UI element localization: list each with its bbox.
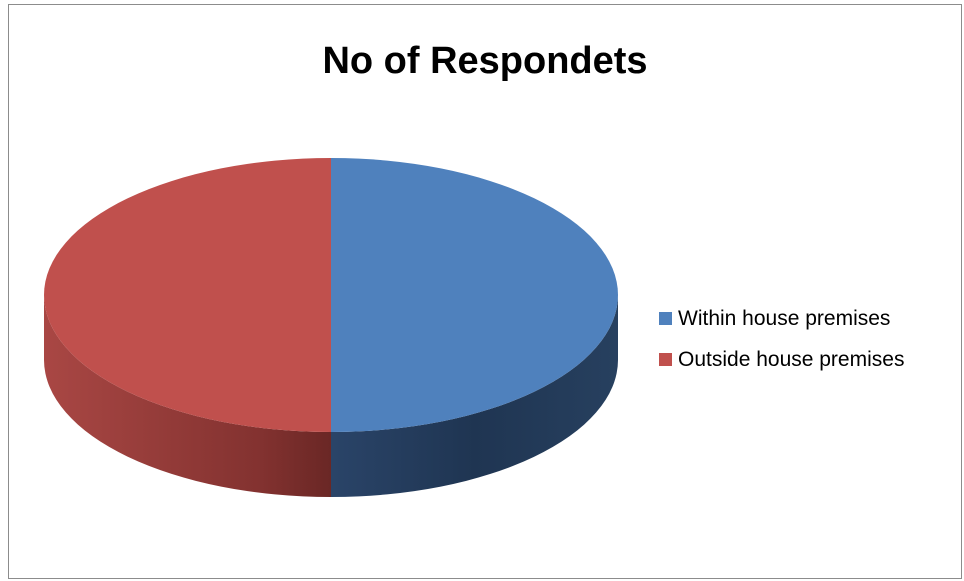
pie-slice-within [331, 158, 618, 432]
pie-side-outside [44, 295, 331, 497]
chart-title: No of Respondets [322, 40, 648, 82]
legend-item-within: Within house premises [659, 305, 904, 332]
pie-slice-outside [44, 158, 331, 432]
legend-swatch-within [659, 312, 672, 325]
legend-label-within: Within house premises [678, 306, 891, 330]
legend-label-outside: Outside house premises [678, 347, 905, 371]
pie-chart [44, 158, 618, 497]
legend-swatch-outside [659, 353, 672, 366]
legend-item-outside: Outside house premises [659, 346, 904, 373]
chart-frame: No of Respondets Within house premises [8, 4, 962, 579]
legend: Within house premises Outside house prem… [659, 305, 904, 387]
pie-side-within [331, 295, 618, 497]
